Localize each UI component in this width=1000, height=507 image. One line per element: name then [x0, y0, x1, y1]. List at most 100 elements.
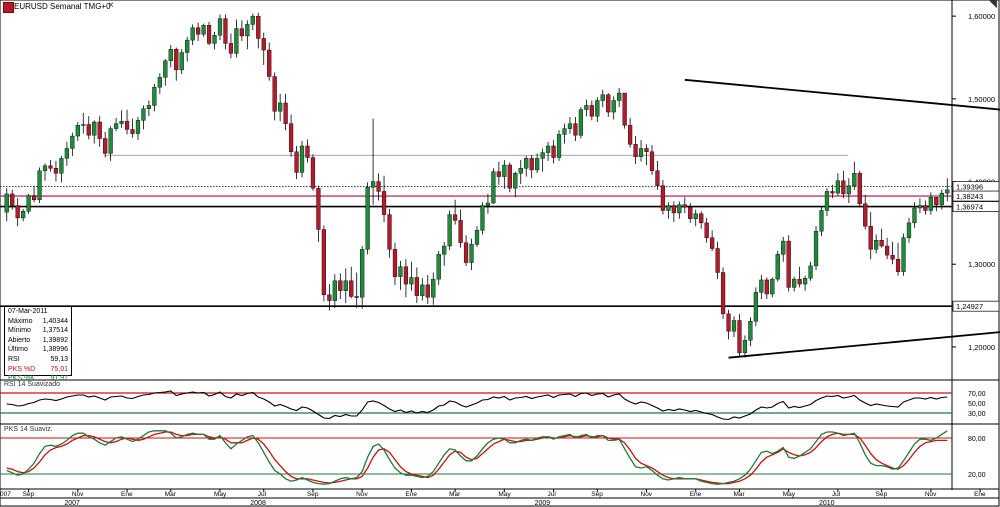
candle-body: [474, 230, 480, 245]
candle-body: [835, 180, 841, 194]
candle-body: [288, 123, 294, 152]
candle-body: [108, 128, 113, 154]
candle-body: [75, 125, 80, 137]
candle-body: [21, 211, 26, 219]
candle-body: [256, 15, 261, 39]
candle-body: [185, 39, 190, 53]
rsi-tick-label: 50,00: [968, 401, 986, 408]
candle-body: [360, 249, 365, 298]
candle-body: [381, 191, 387, 215]
candle-body: [48, 165, 53, 169]
candle-body: [217, 18, 223, 36]
candle-body: [649, 151, 655, 171]
info-value: 1,40344: [42, 317, 68, 325]
candle-body: [688, 206, 693, 219]
candle-body: [562, 128, 567, 135]
price-level-tag: [952, 201, 1000, 212]
price-level-label: 1,38243: [956, 192, 983, 201]
candle-body: [644, 148, 649, 152]
candle-body: [113, 123, 119, 129]
candle-body: [245, 24, 250, 37]
candle-body: [146, 105, 152, 109]
candle-body: [808, 265, 813, 279]
info-date: 07-Mar-2011: [5, 307, 71, 317]
candle-body: [409, 277, 414, 285]
candle-body: [890, 254, 895, 260]
candle-body: [130, 129, 135, 134]
candle-body: [70, 135, 75, 149]
month-label: Jul: [258, 491, 267, 498]
month-label: Sep: [876, 491, 888, 498]
close-icon[interactable]: ×: [108, 0, 114, 11]
candle-body: [201, 25, 206, 35]
candle-body: [759, 279, 764, 293]
candle-body: [491, 171, 496, 204]
candle-body: [453, 214, 458, 221]
candle-body: [819, 210, 824, 232]
price-tick-label: 1,60000: [968, 12, 995, 21]
candle-body: [196, 27, 201, 35]
candle-body: [141, 108, 146, 121]
candle-body: [206, 25, 212, 44]
candle-body: [376, 181, 381, 192]
price-tick-label: 1,30000: [968, 260, 995, 269]
candle-body: [86, 124, 91, 136]
candle-body: [316, 187, 321, 230]
candle-body: [535, 158, 540, 171]
candle-body: [305, 145, 310, 158]
candle-body: [425, 284, 430, 298]
candle-body: [704, 222, 709, 238]
candle-body: [792, 278, 797, 288]
price-level-tag: [952, 190, 1000, 202]
candle-body: [617, 92, 622, 101]
candle-body: [852, 173, 857, 186]
candle-body: [764, 279, 769, 295]
month-label: Sep: [591, 491, 603, 498]
month-label: Sep: [23, 491, 35, 498]
candle-body: [638, 148, 644, 157]
info-value: 1,38996: [42, 346, 68, 354]
candle-body: [666, 205, 671, 211]
candle-body: [152, 87, 157, 106]
candle-body: [529, 158, 534, 171]
candle-body: [414, 277, 419, 296]
candle-body: [627, 125, 633, 145]
panel-corner-icon: ◥: [989, 0, 997, 10]
candle-body: [906, 222, 912, 238]
ohlc-info-box: 07-Mar-2011 Máximo 1,40344 Mínimo 1,37514 Ab…: [4, 306, 72, 382]
candle-body: [223, 18, 228, 44]
candle-body: [278, 102, 283, 112]
candle-body: [261, 38, 266, 51]
candle-body: [294, 151, 299, 173]
candle-body: [567, 123, 573, 129]
candle-body: [15, 205, 20, 219]
candles-group: [4, 12, 950, 358]
candle-body: [671, 205, 676, 214]
candle-body: [939, 192, 944, 205]
stoch-label: PKS 14 Suaviz.: [4, 426, 53, 433]
candle-body: [250, 15, 255, 25]
candle-body: [720, 272, 726, 315]
candle-body: [157, 77, 162, 88]
resistance-trendline: [684, 78, 1000, 111]
month-label: Mar: [165, 491, 177, 498]
candle-body: [923, 205, 928, 211]
info-row: PKS %K 91,97: [5, 374, 71, 384]
candle-body: [387, 214, 392, 250]
candle-body: [917, 205, 923, 209]
candle-body: [846, 185, 851, 195]
month-label: Jul: [832, 491, 841, 498]
candle-body: [343, 280, 348, 291]
price-level-label: 1,36974: [956, 203, 983, 212]
candle-body: [737, 320, 742, 353]
candle-body: [742, 340, 748, 353]
candle-body: [10, 193, 15, 206]
candle-body: [403, 266, 409, 285]
info-key: Abierto: [8, 336, 31, 344]
candle-body: [332, 280, 337, 301]
candle-body: [786, 240, 791, 288]
info-row: RSI 59,13: [5, 355, 71, 365]
support-trendline: [728, 331, 1000, 359]
info-date-value: 07-Mar-2011: [8, 308, 48, 315]
